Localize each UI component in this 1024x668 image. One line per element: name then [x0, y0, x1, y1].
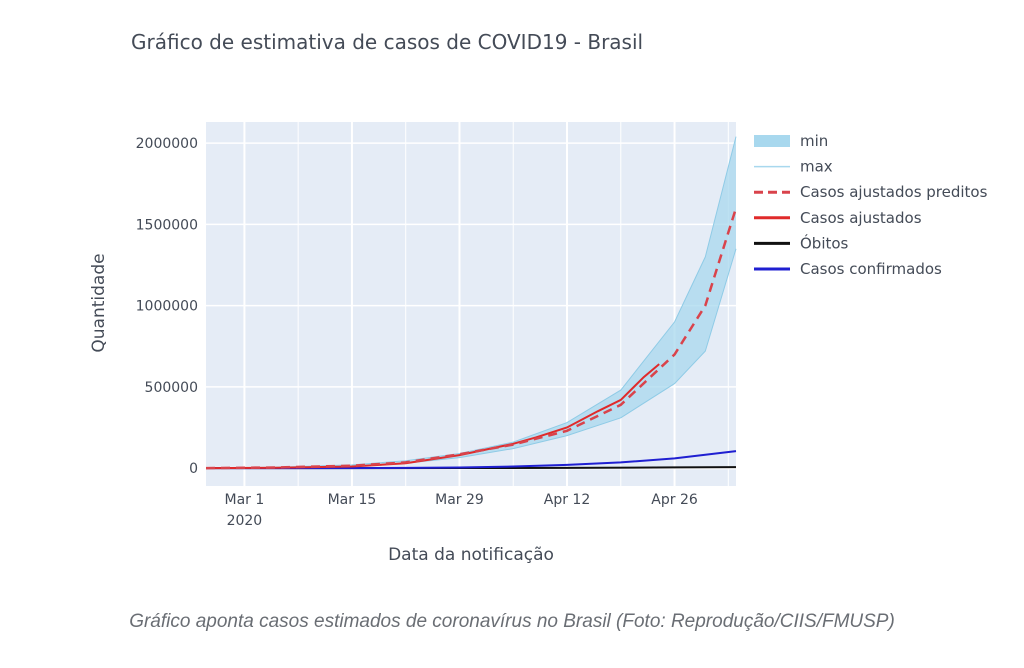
legend-item-label[interactable]: Casos ajustados [800, 209, 922, 227]
plot-area [206, 122, 736, 486]
photo-caption: Gráfico aponta casos estimados de corona… [129, 611, 895, 632]
y-tick-label: 0 [189, 461, 198, 477]
legend-item-label[interactable]: Óbitos [800, 233, 849, 252]
y-tick-label: 500000 [145, 380, 198, 396]
y-tick-label: 1500000 [136, 217, 198, 233]
x-tick-label: Apr 26 [651, 492, 698, 508]
x-tick-sublabel: 2020 [227, 513, 263, 529]
legend-item-label[interactable]: max [800, 158, 833, 176]
chart-title: Gráfico de estimativa de casos de COVID1… [131, 30, 644, 54]
y-tick-label: 2000000 [136, 136, 198, 152]
series-line-casos-confirmados[interactable] [206, 450, 737, 470]
legend-item-label[interactable]: Casos confirmados [800, 260, 942, 278]
y-tick-label: 1000000 [136, 299, 198, 315]
x-tick-label: Apr 12 [544, 492, 590, 508]
y-axis-title: Quantidade [89, 253, 109, 352]
legend-item-label[interactable]: Casos ajustados preditos [800, 183, 988, 201]
chart-svg[interactable]: 0 500000 1000000 1500000 2000000 Mar 1 2020 Mar… [0, 0, 1024, 600]
legend-swatch-band[interactable] [754, 135, 790, 147]
x-tick-label: Mar 29 [435, 492, 484, 508]
series-line-casos-ajustados-preditos[interactable] [205, 207, 738, 470]
x-tick-label: Mar 15 [328, 492, 377, 508]
x-axis-title: Data da notificação [388, 545, 554, 565]
x-tick-label: Mar 1 [225, 492, 265, 508]
legend-item-label[interactable]: min [800, 132, 828, 150]
